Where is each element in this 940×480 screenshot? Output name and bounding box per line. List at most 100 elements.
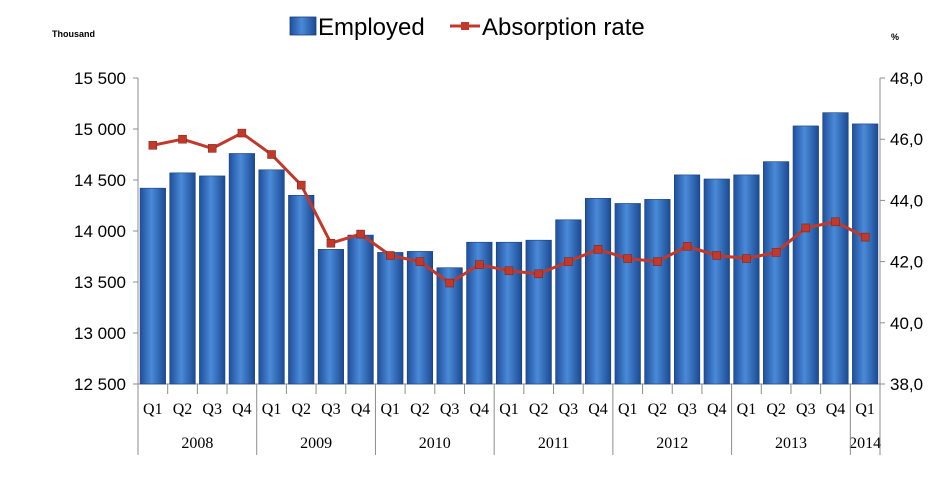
quarter-label: Q3 (677, 401, 697, 418)
right-axis-unit: % (891, 32, 899, 42)
employed-bar (199, 175, 226, 385)
absorption-rate-point (475, 260, 484, 269)
absorption-rate-point (237, 128, 247, 138)
legend-marker-absorption (461, 22, 469, 30)
left-tick-label: 12 500 (74, 375, 126, 394)
legend-label-absorption: Absorption rate (482, 14, 645, 41)
right-tick-label: 44,0 (890, 191, 923, 210)
quarter-label: Q2 (529, 401, 549, 418)
right-tick-label: 38,0 (890, 375, 923, 394)
employed-bar (228, 153, 255, 385)
quarter-label: Q4 (826, 401, 846, 418)
left-tick-label: 15 500 (74, 69, 126, 88)
employed-bar (317, 249, 344, 385)
employed-bars (139, 112, 879, 385)
absorption-rate-point (415, 257, 425, 266)
absorption-rate-point (801, 223, 811, 233)
quarter-label: Q3 (440, 401, 460, 418)
quarter-label: Q1 (618, 401, 638, 418)
employed-bar (822, 112, 849, 385)
legend-swatch-employed (289, 16, 317, 36)
employed-bar (169, 172, 196, 385)
quarter-label: Q3 (559, 401, 579, 418)
year-label: 2011 (538, 435, 569, 452)
absorption-rate-point (267, 150, 276, 159)
absorption-rate-point (742, 254, 751, 263)
quarter-label: Q3 (321, 401, 341, 418)
employed-bar (377, 252, 404, 385)
quarter-label: Q3 (796, 401, 816, 418)
employed-bar (406, 251, 434, 385)
quarter-label: Q1 (499, 401, 519, 418)
left-tick-label: 15 000 (74, 120, 126, 139)
quarter-label: Q3 (202, 401, 222, 418)
quarter-label: Q1 (855, 401, 875, 418)
absorption-rate-point (207, 144, 217, 153)
left-axis-ticks: 12 500 13 000 13 500 14 000 14 500 15 000 15 5… (74, 69, 138, 394)
employed-bar (495, 241, 523, 385)
quarter-label: Q2 (648, 401, 668, 418)
employed-bar (525, 239, 552, 385)
absorption-rate-point (178, 134, 187, 144)
quarter-label: Q4 (351, 401, 371, 418)
absorption-rate-point (564, 257, 573, 266)
absorption-rate-point (712, 251, 722, 260)
employed-bar (763, 161, 790, 385)
right-tick-label: 48,0 (890, 69, 923, 88)
absorption-rate-point (860, 232, 870, 242)
quarter-label: Q2 (766, 401, 786, 418)
left-tick-label: 14 500 (74, 171, 126, 190)
employed-bar (555, 219, 582, 385)
employed-bar (674, 174, 701, 385)
x-axis-labels: Q1 Q2 Q3 Q4 Q1 Q2 Q3 Q4 Q1 Q2 Q3 Q4 Q1 Q2 Q3 Q4 Q1 Q2 Q3 Q4… (137, 384, 881, 455)
absorption-rate-line (148, 128, 870, 288)
absorption-rate-point (326, 238, 336, 248)
employed-bar (139, 187, 166, 385)
right-axis-ticks: 38,0 40,0 42,0 44,0 46,0 48,0 (880, 69, 923, 394)
absorption-rate-point (593, 245, 603, 254)
left-tick-label: 14 000 (74, 222, 126, 241)
quarter-label: Q1 (143, 401, 163, 418)
quarter-label: Q2 (291, 401, 311, 418)
absorption-rate-point (534, 269, 543, 279)
left-axis-unit: Thousand (52, 29, 95, 39)
right-tick-label: 40,0 (890, 314, 923, 333)
employed-bar (703, 178, 730, 385)
employed-bar (288, 195, 315, 385)
employed-bar (733, 174, 760, 385)
absorption-rate-point (623, 254, 632, 263)
right-tick-label: 46,0 (890, 130, 923, 149)
year-label: 2010 (419, 435, 451, 452)
year-label: 2008 (181, 435, 213, 452)
chart-legend: Employed Absorption rate (289, 14, 645, 41)
quarter-label: Q2 (410, 401, 430, 418)
absorption-rate-point (386, 251, 395, 260)
absorption-rate-point (148, 141, 158, 150)
employed-bar (258, 169, 285, 385)
quarter-label: Q4 (470, 401, 490, 418)
legend-label-employed: Employed (318, 14, 425, 41)
employed-bar (852, 123, 879, 385)
employed-bar (347, 234, 374, 385)
absorption-rate-point (504, 266, 514, 276)
right-tick-label: 42,0 (890, 253, 923, 272)
absorption-rate-point (682, 242, 692, 251)
absorption-rate-point (831, 217, 840, 227)
quarter-label: Q4 (232, 401, 252, 418)
quarter-label: Q4 (588, 401, 608, 418)
quarter-label: Q1 (262, 401, 282, 418)
absorption-rate-point (653, 257, 662, 266)
left-tick-label: 13 000 (74, 324, 126, 343)
employed-bar (644, 199, 671, 385)
absorption-rate-point (296, 180, 306, 190)
year-label: 2009 (300, 435, 332, 452)
quarter-label: Q2 (173, 401, 193, 418)
absorption-rate-point (356, 229, 365, 239)
year-label: 2014 (849, 435, 881, 452)
employed-bar (792, 125, 819, 385)
quarter-label: Q1 (380, 401, 400, 418)
left-tick-label: 13 500 (74, 273, 126, 292)
quarter-label: Q4 (707, 401, 727, 418)
employed-bar (584, 198, 612, 385)
